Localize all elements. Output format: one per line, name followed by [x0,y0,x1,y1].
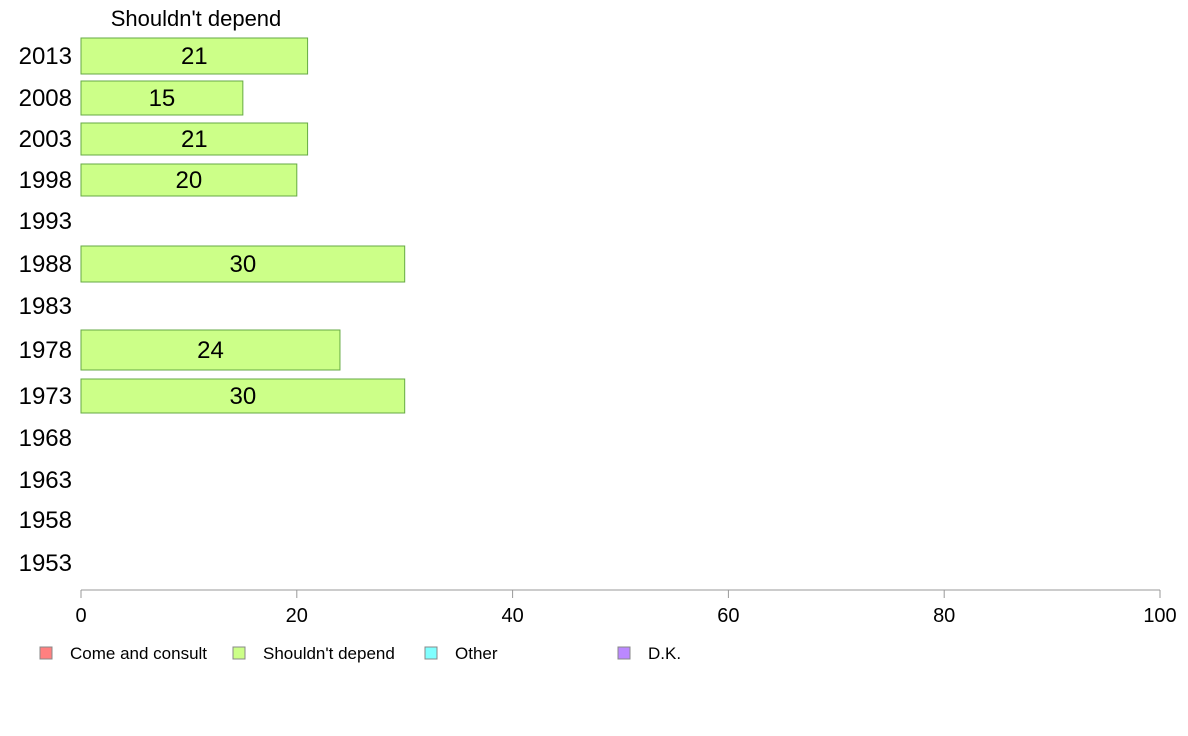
category-label-1998: 1998 [19,167,72,194]
category-label-1968: 1968 [19,425,72,452]
bar-value-label-2003: 21 [181,126,208,153]
x-tick-label-40: 40 [501,605,523,627]
category-label-2013: 2013 [19,43,72,70]
bar-value-label-2013: 21 [181,43,208,70]
category-label-1978: 1978 [19,337,72,364]
bar-2008 [80,80,244,116]
category-label-1993: 1993 [19,208,72,235]
legend-label-0: Come and consult [70,644,207,663]
category-label-2008: 2008 [19,85,72,112]
x-tick-label-20: 20 [286,605,308,627]
bar-value-label-2008: 15 [149,85,176,112]
x-tick-label-80: 80 [933,605,955,627]
category-label-1988: 1988 [19,251,72,278]
category-label-1983: 1983 [19,293,72,320]
legend-swatch-3 [617,646,631,660]
x-axis: 0 20 40 60 80 100 [75,589,1177,627]
bar-value-label-1978: 24 [197,337,224,364]
bar-1998 [80,163,298,197]
bar-1978 [80,329,341,371]
bar-2013 [80,37,309,75]
legend-label-2: Other [455,644,498,663]
bar-value-label-1988: 30 [229,251,256,278]
legend-label-3: D.K. [648,644,681,663]
x-tick-label-60: 60 [717,605,739,627]
legend: Come and consult Shouldn't depend Other D.K… [39,644,681,663]
category-label-1958: 1958 [19,507,72,534]
series-title: Shouldn't depend [111,6,282,31]
legend-label-1: Shouldn't depend [263,644,395,663]
legend-swatch-0 [39,646,53,660]
bar-1973 [80,378,406,414]
bar-2003 [80,122,309,156]
category-labels: 2013 2008 2003 1998 1993 1988 1983 1978 1973 1968… [19,43,72,577]
legend-swatch-2 [424,646,438,660]
category-label-1953: 1953 [19,550,72,577]
legend-swatch-1 [232,646,246,660]
bar-1988 [80,245,406,283]
category-label-2003: 2003 [19,126,72,153]
bar-value-label-1998: 20 [176,167,203,194]
category-label-1963: 1963 [19,467,72,494]
x-tick-label-0: 0 [75,605,86,627]
bar-value-label-1973: 30 [229,383,256,410]
x-tick-label-100: 100 [1143,605,1176,627]
category-label-1973: 1973 [19,383,72,410]
